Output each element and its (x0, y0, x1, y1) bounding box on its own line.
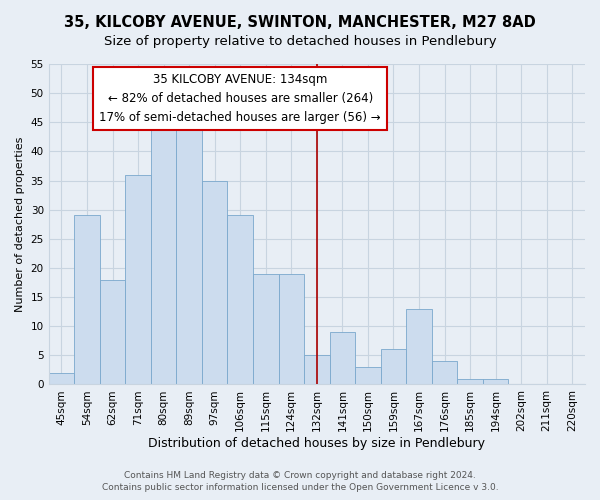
Bar (406, 308, 432, 384)
Bar (125, 174, 151, 384)
Bar (304, 356, 329, 384)
Bar (380, 350, 406, 384)
Bar (457, 378, 483, 384)
Bar (329, 332, 355, 384)
Bar (432, 361, 457, 384)
Bar (278, 274, 304, 384)
Bar (74, 216, 100, 384)
Bar (49, 373, 74, 384)
Bar (253, 274, 278, 384)
Text: Contains HM Land Registry data © Crown copyright and database right 2024.
Contai: Contains HM Land Registry data © Crown c… (101, 471, 499, 492)
Bar (355, 367, 380, 384)
Bar (176, 116, 202, 384)
Bar (151, 128, 176, 384)
Y-axis label: Number of detached properties: Number of detached properties (15, 136, 25, 312)
Text: 35, KILCOBY AVENUE, SWINTON, MANCHESTER, M27 8AD: 35, KILCOBY AVENUE, SWINTON, MANCHESTER,… (64, 15, 536, 30)
Bar (202, 180, 227, 384)
Text: 35 KILCOBY AVENUE: 134sqm
← 82% of detached houses are smaller (264)
17% of semi: 35 KILCOBY AVENUE: 134sqm ← 82% of detac… (100, 72, 381, 124)
Text: Size of property relative to detached houses in Pendlebury: Size of property relative to detached ho… (104, 35, 496, 48)
Bar (227, 216, 253, 384)
X-axis label: Distribution of detached houses by size in Pendlebury: Distribution of detached houses by size … (148, 437, 485, 450)
Bar (100, 280, 125, 384)
Bar (483, 378, 508, 384)
